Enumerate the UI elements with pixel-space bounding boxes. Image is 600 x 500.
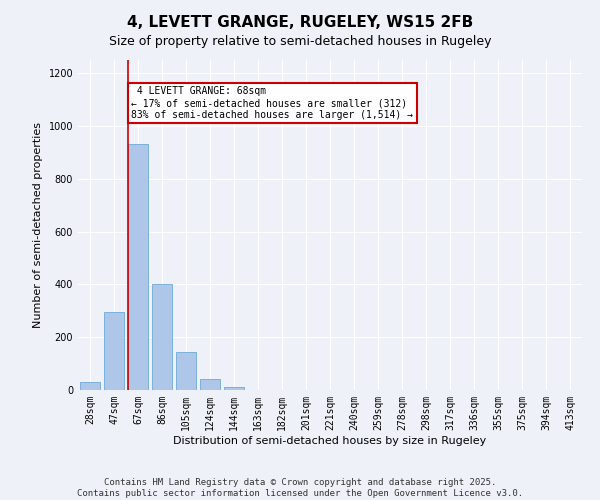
Bar [104, 312, 124, 390]
Text: 4, LEVETT GRANGE, RUGELEY, WS15 2FB: 4, LEVETT GRANGE, RUGELEY, WS15 2FB [127, 15, 473, 30]
Text: 4 LEVETT GRANGE: 68sqm
← 17% of semi-detached houses are smaller (312)
83% of se: 4 LEVETT GRANGE: 68sqm ← 17% of semi-det… [131, 86, 413, 120]
X-axis label: Distribution of semi-detached houses by size in Rugeley: Distribution of semi-detached houses by … [173, 436, 487, 446]
Bar [128, 144, 148, 390]
Bar [224, 388, 244, 390]
Bar [176, 352, 196, 390]
Bar [80, 382, 100, 390]
Text: Size of property relative to semi-detached houses in Rugeley: Size of property relative to semi-detach… [109, 35, 491, 48]
Y-axis label: Number of semi-detached properties: Number of semi-detached properties [33, 122, 43, 328]
Bar [152, 284, 172, 390]
Text: Contains HM Land Registry data © Crown copyright and database right 2025.
Contai: Contains HM Land Registry data © Crown c… [77, 478, 523, 498]
Bar [200, 380, 220, 390]
